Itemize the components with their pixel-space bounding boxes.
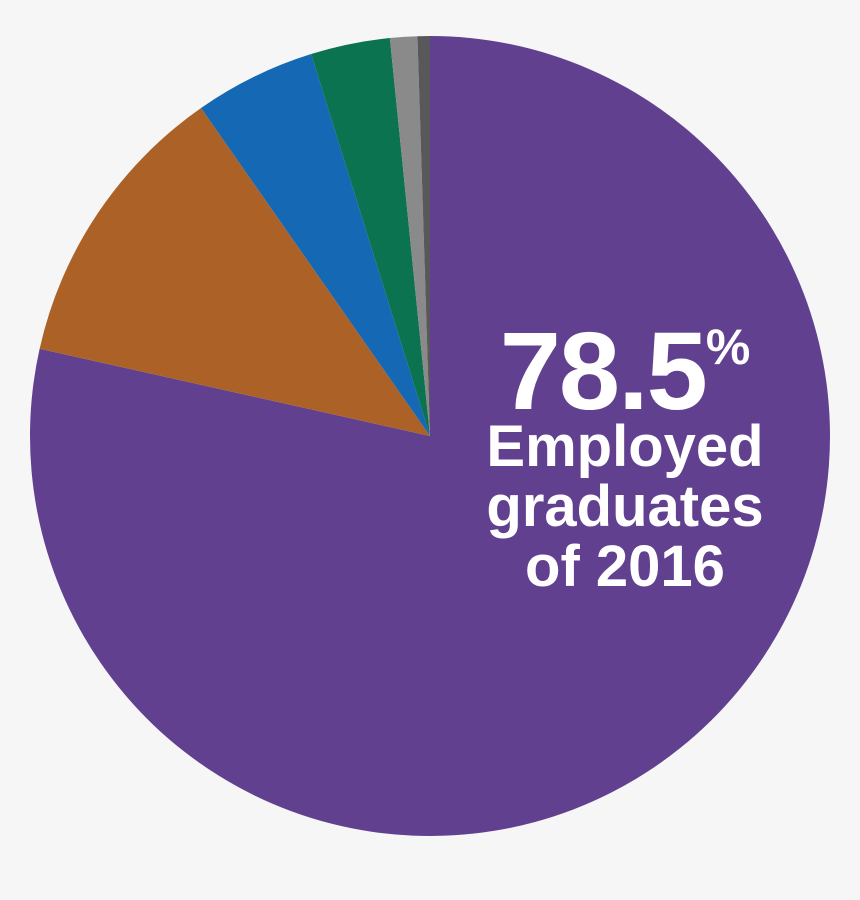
pie-slice-4 [311, 38, 430, 437]
pie-slice-6 [417, 36, 430, 436]
pie-slice-3 [201, 54, 430, 437]
pie-slice-1-employed-graduates-of-2016 [29, 36, 830, 836]
pie-slice-5 [389, 36, 430, 436]
pie-slice-2 [39, 108, 430, 437]
